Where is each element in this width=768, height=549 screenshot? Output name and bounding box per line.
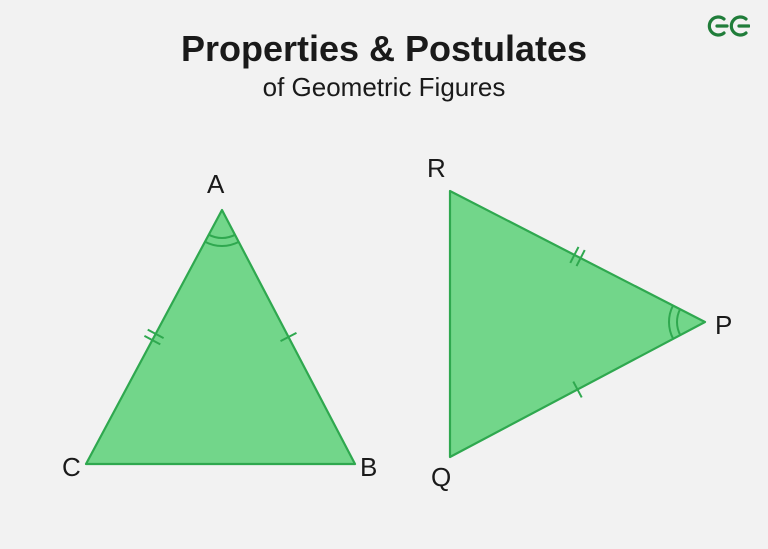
vertex-label-B: B [360, 452, 377, 483]
vertex-label-Q: Q [431, 462, 451, 493]
vertex-label-C: C [62, 452, 81, 483]
diagram-canvas [0, 0, 768, 549]
vertex-label-A: A [207, 169, 224, 200]
vertex-label-P: P [715, 310, 732, 341]
vertex-label-R: R [427, 153, 446, 184]
